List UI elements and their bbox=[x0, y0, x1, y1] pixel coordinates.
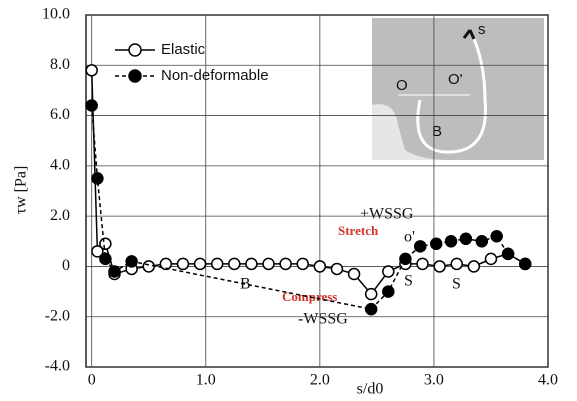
annotation: -WSSG bbox=[298, 311, 348, 328]
data-point bbox=[429, 237, 443, 251]
annotation: +WSSG bbox=[360, 206, 414, 223]
data-point bbox=[193, 257, 207, 271]
inset: s O O' B bbox=[372, 18, 544, 160]
data-point bbox=[85, 64, 98, 77]
data-point bbox=[382, 285, 395, 298]
x-tick-label: 1.0 bbox=[196, 372, 216, 389]
data-point bbox=[142, 260, 155, 273]
data-point bbox=[99, 237, 112, 251]
data-point bbox=[159, 257, 173, 271]
data-point bbox=[313, 260, 327, 273]
y-tick-label: 6.0 bbox=[50, 106, 70, 123]
series-line bbox=[90, 70, 526, 296]
inset-label: B bbox=[432, 123, 442, 140]
y-tick-label: 0 bbox=[62, 257, 70, 274]
data-point bbox=[364, 287, 378, 301]
legend-label: Non-deformable bbox=[161, 67, 269, 84]
data-point bbox=[399, 252, 412, 266]
x-tick-label: 2.0 bbox=[310, 372, 330, 389]
annotation: o' bbox=[404, 229, 415, 246]
x-axis-label: s/d0 bbox=[357, 381, 384, 398]
inset-arrow bbox=[462, 29, 476, 40]
y-tick-label: 2.0 bbox=[50, 207, 70, 224]
y-tick-label: -4.0 bbox=[45, 358, 70, 375]
legend-label: Elastic bbox=[161, 41, 206, 58]
data-point bbox=[210, 257, 224, 271]
data-point bbox=[176, 257, 190, 271]
data-point bbox=[501, 247, 515, 261]
x-tick-label: 4.0 bbox=[538, 372, 558, 389]
data-point bbox=[262, 257, 275, 271]
data-point bbox=[125, 255, 138, 268]
y-tick-label: 4.0 bbox=[50, 157, 70, 174]
data-point bbox=[484, 252, 498, 266]
data-point bbox=[416, 257, 429, 271]
data-point bbox=[245, 257, 258, 271]
annotation: B bbox=[240, 276, 251, 293]
data-point bbox=[450, 257, 463, 271]
data-point bbox=[490, 230, 503, 243]
data-point bbox=[91, 245, 104, 258]
y-tick-label: 8.0 bbox=[50, 56, 70, 73]
inset-label: O bbox=[396, 77, 408, 94]
data-point bbox=[364, 302, 378, 316]
inset-path bbox=[416, 29, 487, 154]
data-point bbox=[518, 257, 532, 271]
data-point bbox=[444, 235, 458, 248]
data-point bbox=[279, 257, 292, 271]
y-axis-label: τw [Pa] bbox=[13, 166, 30, 215]
annotation: Stretch bbox=[338, 223, 379, 238]
data-point bbox=[296, 257, 309, 271]
series-line bbox=[90, 105, 526, 310]
data-point bbox=[382, 265, 395, 278]
x-tick-label: 3.0 bbox=[424, 372, 444, 389]
data-point bbox=[91, 172, 104, 185]
annotation: S bbox=[404, 273, 413, 290]
data-point bbox=[347, 267, 361, 281]
annotation: Compress bbox=[282, 289, 337, 304]
data-point bbox=[413, 240, 427, 253]
legend-marker bbox=[128, 69, 142, 83]
y-tick-label: 10.0 bbox=[42, 6, 70, 23]
inset-label: O' bbox=[448, 71, 463, 88]
legend-marker bbox=[128, 43, 142, 57]
inset-label: s bbox=[478, 21, 486, 38]
data-point bbox=[99, 252, 112, 266]
data-point bbox=[475, 235, 489, 248]
data-point bbox=[85, 99, 98, 112]
data-point bbox=[467, 260, 481, 273]
inset-vessel bbox=[372, 18, 544, 160]
data-point bbox=[108, 265, 121, 278]
data-point bbox=[330, 262, 344, 276]
plot: -4.0 -2.0 0 2.0 4.0 6.0 8.0 10.0 0 1.0 2.0 3.0 4.0 El… bbox=[42, 6, 558, 389]
y-tick-label: -2.0 bbox=[45, 307, 70, 324]
annotation: S bbox=[452, 276, 461, 293]
data-point bbox=[433, 260, 446, 273]
data-point bbox=[228, 257, 241, 271]
data-point bbox=[459, 232, 473, 246]
x-tick-label: 0 bbox=[88, 372, 96, 389]
